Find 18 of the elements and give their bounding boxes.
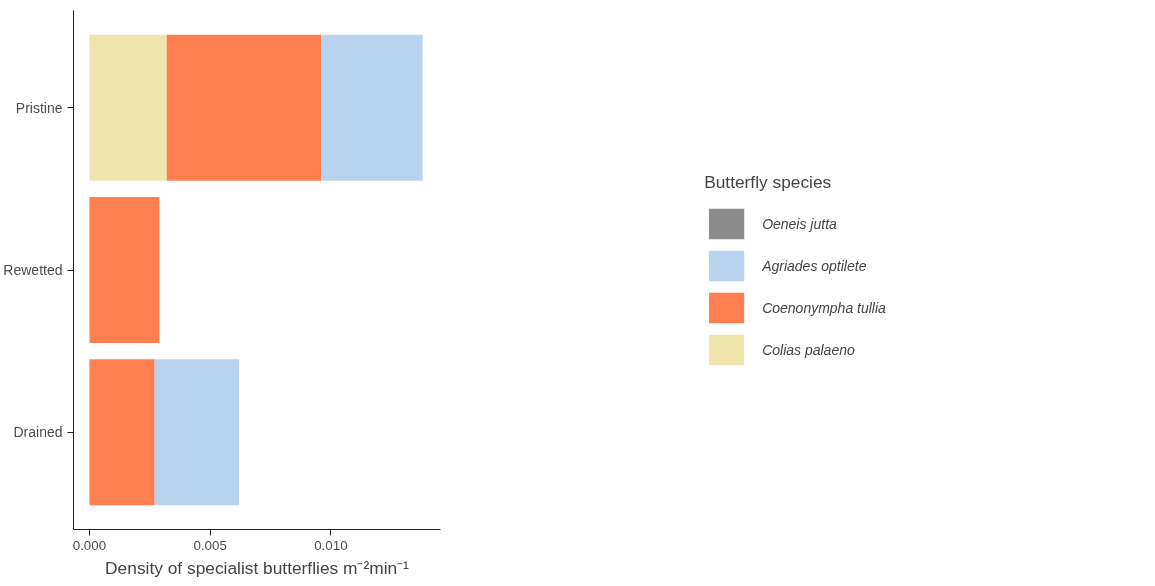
bar (89, 197, 160, 343)
y-tick-label: Drained (13, 424, 63, 441)
y-tick-label: Pristine (15, 99, 63, 116)
legend-label: Colias palaeno (762, 341, 855, 357)
bar (154, 359, 240, 506)
x-tick-label: 0.005 (193, 537, 227, 553)
x-tick-label: 0.010 (314, 537, 348, 553)
bar (89, 359, 155, 506)
x-axis-title: Density of specialist butterflies m⁻²min⁻¹ (105, 557, 410, 578)
legend-label: Agriades optilete (762, 257, 867, 273)
bar (89, 34, 167, 181)
bar (166, 34, 322, 181)
legend-title: Butterfly species (704, 171, 833, 192)
legend-label: Oeneis jutta (762, 215, 837, 231)
y-tick-label: Rewetted (3, 262, 63, 278)
bar (321, 34, 423, 181)
x-tick-label: 0.000 (72, 537, 107, 553)
legend-label: Coenonympha tullia (762, 299, 886, 315)
